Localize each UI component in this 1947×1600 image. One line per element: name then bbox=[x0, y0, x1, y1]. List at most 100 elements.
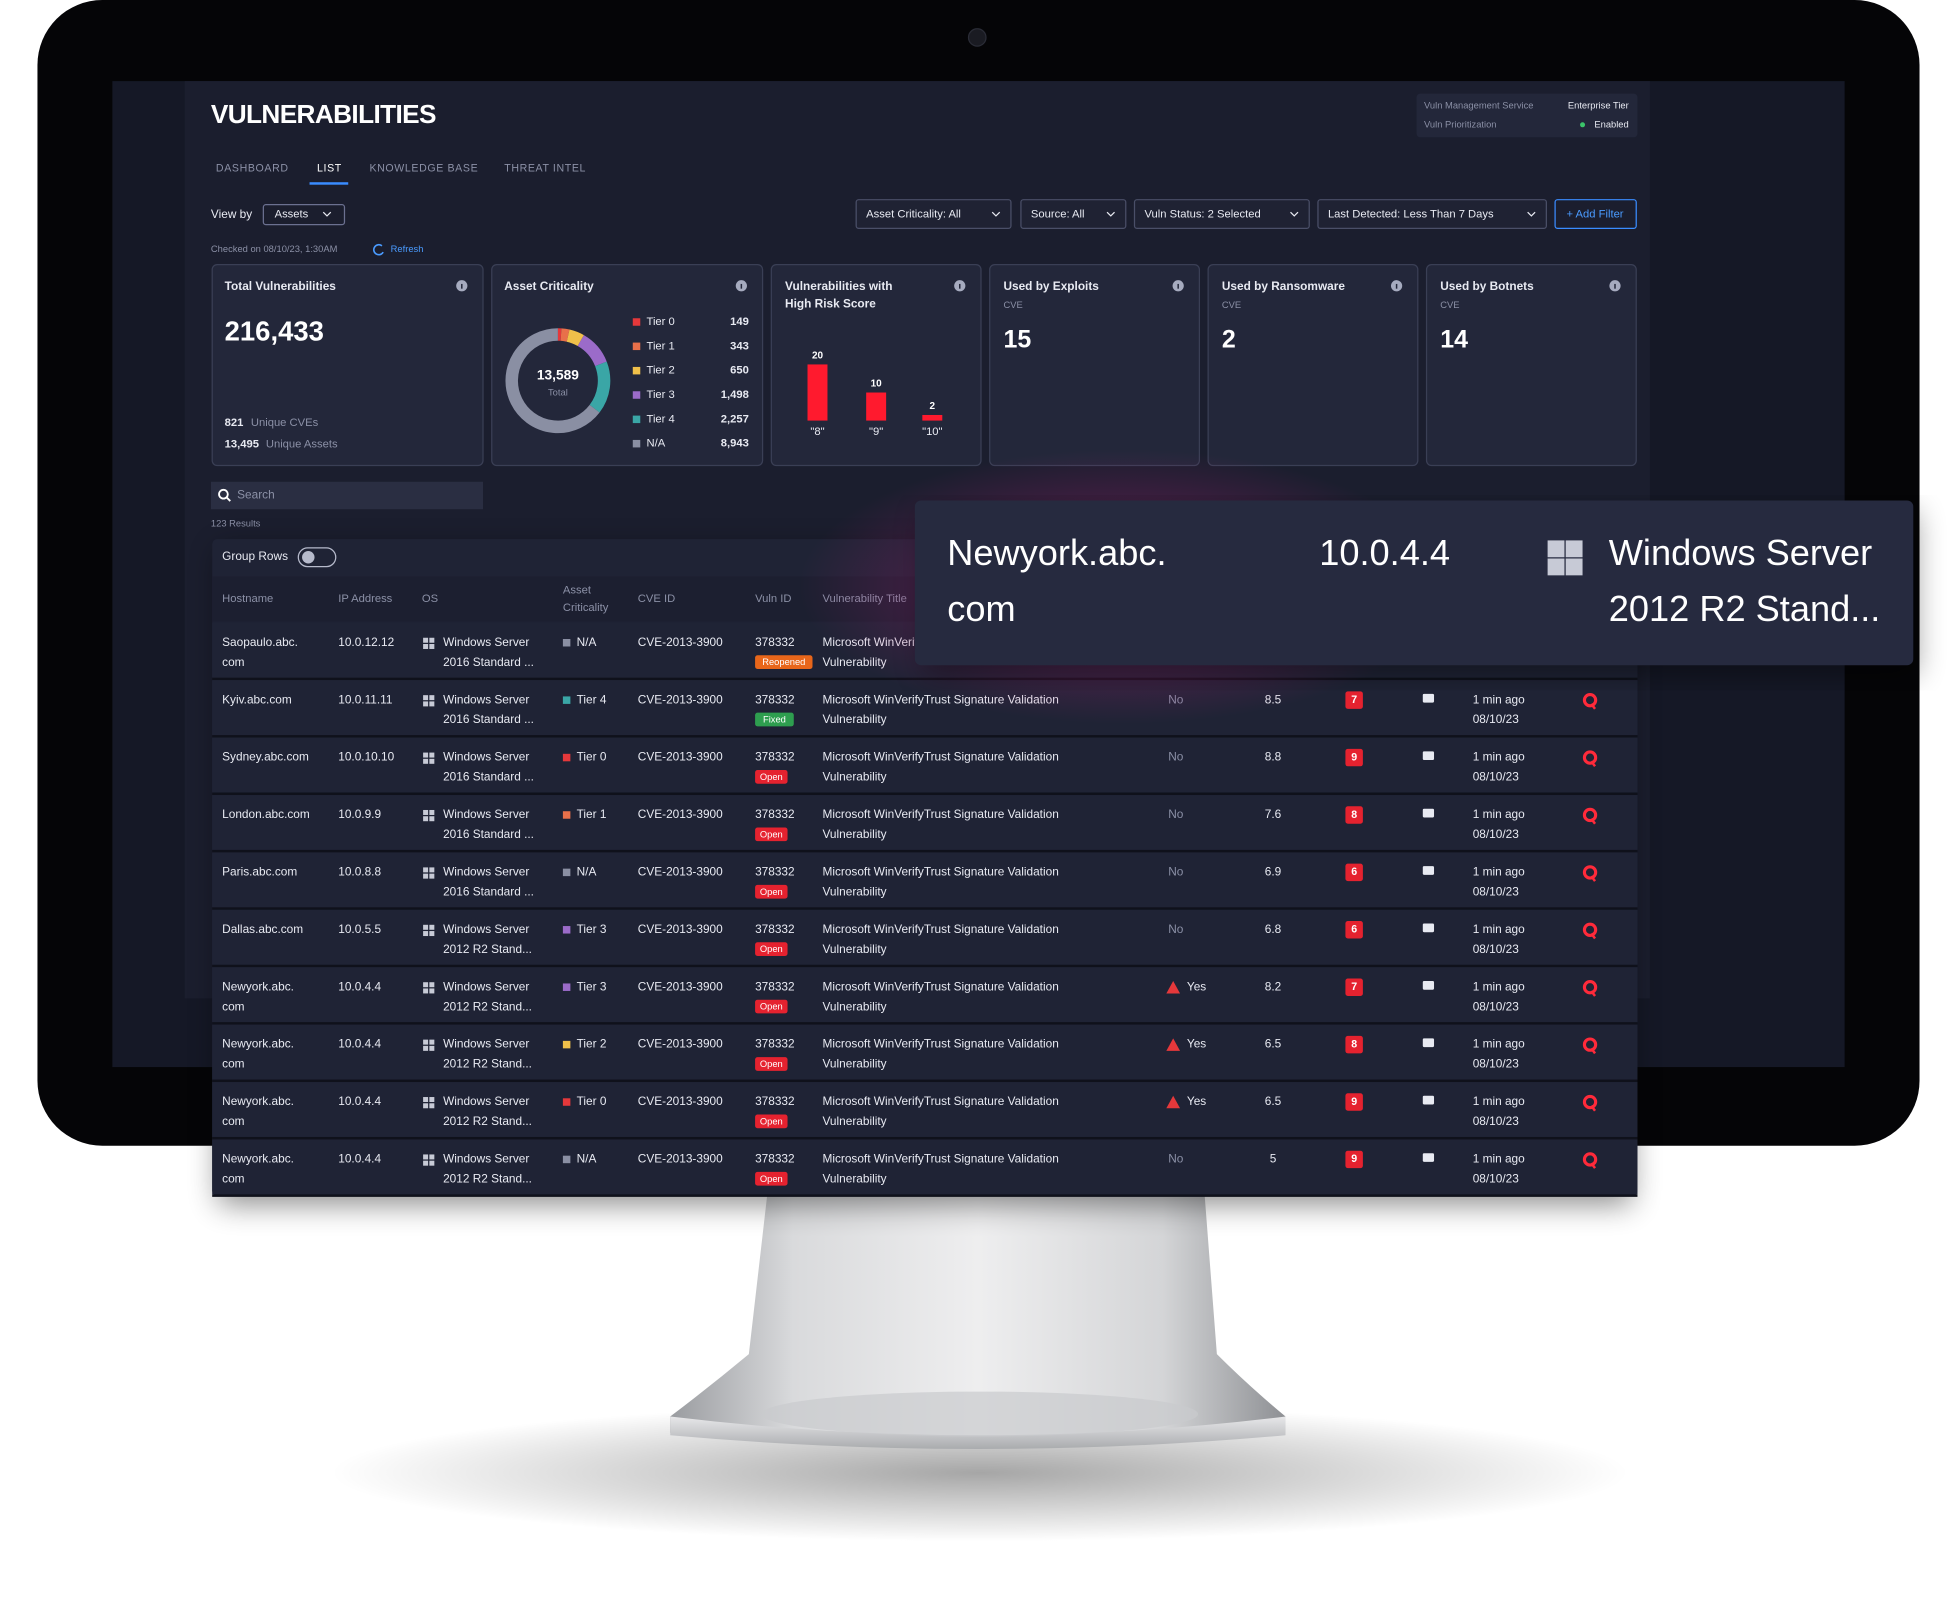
cve-id: CVE-2013-3900 bbox=[638, 979, 723, 993]
tab[interactable]: DASHBOARD bbox=[216, 162, 289, 174]
filter-label: Source: All bbox=[1031, 209, 1085, 221]
row-separator bbox=[212, 1022, 1638, 1025]
info-icon bbox=[461, 283, 463, 289]
score: 8.8 bbox=[1265, 750, 1282, 764]
hostname: com bbox=[222, 655, 245, 669]
ip-address: 10.0.4.4 bbox=[338, 1037, 381, 1051]
vulnerability-title: Microsoft WinVerifyTrust Signature Valid… bbox=[822, 1037, 1058, 1051]
select-value: Assets bbox=[275, 209, 309, 221]
os: Windows Server bbox=[443, 692, 529, 706]
vulnerability-title: Vulnerability bbox=[822, 1172, 886, 1186]
view-by-label: View by bbox=[211, 207, 252, 221]
os: Windows Server bbox=[443, 979, 529, 993]
score: 8.2 bbox=[1265, 979, 1281, 993]
row-separator bbox=[212, 849, 1638, 853]
windows-icon bbox=[429, 924, 435, 930]
toggle-knob bbox=[302, 551, 315, 564]
windows-icon bbox=[429, 931, 435, 937]
tab[interactable]: LIST bbox=[317, 162, 342, 174]
column-header: Criticality bbox=[563, 602, 609, 614]
hostname: Newyork.abc. bbox=[222, 1094, 294, 1108]
alert-icon bbox=[1166, 1038, 1181, 1051]
row-separator bbox=[212, 907, 1638, 910]
toggle[interactable] bbox=[297, 547, 337, 568]
exploit: No bbox=[1168, 865, 1184, 879]
filter[interactable] bbox=[1317, 199, 1547, 230]
status: Open bbox=[760, 944, 783, 954]
donut-segment bbox=[577, 335, 607, 367]
windows-icon bbox=[423, 695, 429, 701]
windows-icon bbox=[1565, 558, 1583, 576]
legend-value: 650 bbox=[730, 365, 749, 377]
os: 2016 Standard ... bbox=[443, 827, 534, 841]
filter[interactable] bbox=[855, 199, 1012, 230]
popup-os: 2012 R2 Stand... bbox=[1609, 588, 1881, 629]
search-icon bbox=[225, 496, 231, 502]
last-detected-date: 08/10/23 bbox=[1473, 1172, 1520, 1186]
windows-icon bbox=[429, 1045, 435, 1051]
status: Open bbox=[760, 1059, 783, 1069]
card-title: Total Vulnerabilities bbox=[225, 279, 337, 293]
ip-address: 10.0.9.9 bbox=[338, 807, 381, 821]
criticality: N/A bbox=[577, 865, 597, 879]
hostname: London.abc.com bbox=[222, 807, 310, 821]
card-stat-label: Unique CVEs bbox=[251, 417, 319, 429]
risk: 9 bbox=[1351, 1153, 1357, 1165]
exploit: Yes bbox=[1187, 1094, 1206, 1108]
vulnerability-title: Vulnerability bbox=[822, 1114, 886, 1128]
filter[interactable] bbox=[1133, 199, 1310, 230]
asset-icon bbox=[1422, 808, 1435, 818]
legend-value: 8,943 bbox=[721, 438, 749, 450]
last-detected: 1 min ago bbox=[1473, 807, 1525, 821]
hostname: Newyork.abc. bbox=[222, 979, 294, 993]
tier-label: Vuln Management Service bbox=[1424, 101, 1533, 111]
tab[interactable]: THREAT INTEL bbox=[504, 162, 586, 174]
last-detected: 1 min ago bbox=[1473, 922, 1525, 936]
source-icon bbox=[1582, 865, 1598, 880]
criticality: N/A bbox=[577, 1152, 597, 1166]
last-detected-date: 08/10/23 bbox=[1473, 942, 1520, 956]
vuln-id: 378332 bbox=[755, 750, 795, 764]
windows-icon bbox=[429, 1103, 435, 1109]
vulnerability-title: Vulnerability bbox=[822, 1057, 886, 1071]
vulnerability-title: Microsoft WinVerifyTrust Signature Valid… bbox=[822, 807, 1058, 821]
status: Open bbox=[760, 1002, 783, 1012]
last-detected: 1 min ago bbox=[1473, 1037, 1525, 1051]
asset-icon bbox=[1422, 751, 1435, 761]
os: 2016 Standard ... bbox=[443, 770, 534, 784]
last-detected: 1 min ago bbox=[1473, 750, 1525, 764]
windows-icon bbox=[429, 988, 435, 994]
last-detected-date: 08/10/23 bbox=[1473, 712, 1520, 726]
tab[interactable]: KNOWLEDGE BASE bbox=[369, 162, 478, 174]
score: 6.5 bbox=[1265, 1037, 1282, 1051]
table-row bbox=[212, 1139, 1638, 1195]
card-sub: CVE bbox=[1440, 300, 1459, 310]
last-detected: 1 min ago bbox=[1473, 692, 1525, 706]
risk: 7 bbox=[1351, 694, 1357, 706]
search-box[interactable] bbox=[210, 481, 484, 510]
ip-address: 10.0.4.4 bbox=[338, 979, 381, 993]
add-filter[interactable] bbox=[1554, 199, 1637, 230]
risk-badge bbox=[1345, 1035, 1363, 1054]
status: Open bbox=[760, 1116, 783, 1126]
source-icon bbox=[1590, 1162, 1597, 1169]
status-badge bbox=[755, 1171, 788, 1186]
donut-segment bbox=[505, 328, 600, 434]
legend-label: Tier 0 bbox=[647, 316, 675, 328]
card-value: 14 bbox=[1440, 325, 1468, 353]
card-stat-label: Unique Assets bbox=[266, 438, 338, 450]
vuln-id: 378332 bbox=[755, 1094, 795, 1108]
filter[interactable] bbox=[1020, 199, 1127, 230]
source-icon bbox=[1582, 807, 1598, 823]
select[interactable] bbox=[262, 204, 346, 226]
os: 2012 R2 Stand... bbox=[443, 1114, 532, 1128]
legend-value: 2,257 bbox=[721, 413, 749, 425]
risk: 6 bbox=[1351, 924, 1357, 936]
table-row bbox=[212, 1024, 1638, 1080]
risk: 8 bbox=[1351, 809, 1357, 821]
criticality-dot bbox=[562, 1155, 571, 1164]
refresh[interactable]: Refresh bbox=[391, 244, 424, 254]
source-icon bbox=[1582, 1152, 1598, 1167]
os: Windows Server bbox=[443, 635, 529, 649]
